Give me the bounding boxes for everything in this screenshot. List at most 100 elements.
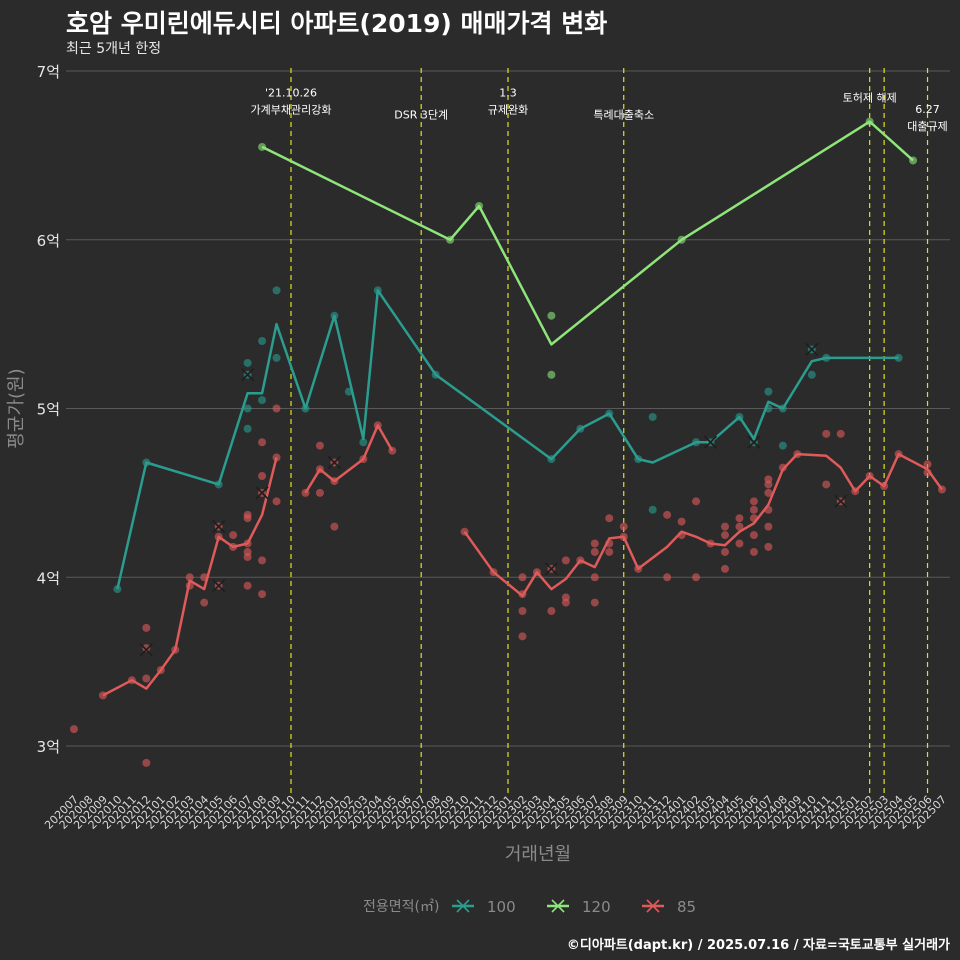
data-point-85 [764,480,773,489]
data-point-85 [749,497,758,506]
data-point-85 [692,497,701,506]
data-point-85 [619,522,628,531]
series-layer [70,117,946,767]
data-point-85 [315,441,324,450]
data-point-85 [663,510,672,519]
data-point-85 [330,522,339,531]
data-point-100 [778,441,787,450]
source-caption: ©디아파트(dapt.kr) / 2025.07.16 / 자료=국토교통부 실… [566,938,950,953]
legend-key-cross [646,899,660,913]
y-tick-label: 5억 [37,401,60,419]
event-label: 특례대출축소 [593,108,654,121]
data-point-100 [807,370,816,379]
data-point-85 [764,488,773,497]
x-axis-title: 거래년월 [505,844,571,865]
data-point-85 [735,514,744,523]
data-point-85 [561,598,570,607]
axes: 3억4억5억6억7억202007202008202009202010202011… [6,63,949,865]
data-point-85 [243,581,252,590]
y-tick-label: 7억 [37,63,60,81]
data-point-100 [243,358,252,367]
series-line-100 [116,289,899,590]
data-point-85 [721,531,729,540]
data-point-85 [590,539,599,548]
y-axis-title: 평균가(원) [6,368,27,448]
data-point-85 [258,590,267,599]
data-point-85 [692,573,701,582]
data-point-85 [721,547,729,556]
data-point-85 [764,542,773,551]
series-line-85 [102,457,278,697]
data-point-85 [721,522,729,531]
event-label: DSR 3단계 [394,108,448,121]
data-point-85 [822,429,831,438]
cross-marker-100 [703,435,718,449]
data-point-85 [229,531,238,540]
legend-label: 120 [582,898,611,916]
data-point-85 [547,607,556,615]
data-point-120 [547,311,556,320]
data-point-85 [605,514,614,523]
cross-marker-85 [834,494,848,508]
data-point-85 [677,517,686,526]
cross-marker-85 [212,520,226,534]
data-point-85 [749,505,758,514]
data-point-85 [200,598,209,607]
event-label: 1.3 [499,86,517,99]
data-point-100 [648,412,657,421]
series-line-85 [304,424,394,494]
cross-marker-85 [139,643,153,657]
data-point-85 [749,531,758,540]
data-point-85 [142,644,151,653]
data-point-100 [243,404,252,413]
cross-marker-85 [212,579,226,593]
data-point-85 [142,674,151,683]
legend-title: 전용면적(㎡) [363,899,439,915]
policy-event-lines: '21.10.26 가계부채관리강화 DSR 3단계 1.3 규제완화 특례대출축소 토허제… [251,68,948,793]
event-label: 토허제 해제 [843,90,897,104]
data-point-85 [590,598,599,607]
data-point-100 [258,396,267,405]
data-point-85 [258,556,267,565]
data-point-100 [648,505,657,514]
data-point-85 [185,573,194,582]
data-point-85 [70,725,78,734]
data-point-85 [721,564,729,573]
data-point-85 [142,758,151,767]
data-point-100 [243,424,252,433]
data-point-85 [272,404,281,413]
data-point-85 [764,522,773,531]
data-point-85 [836,429,845,438]
y-tick-label: 4억 [37,569,60,587]
legend: 전용면적(㎡) 100 120 85 [363,898,696,916]
data-point-100 [258,337,267,345]
data-point-85 [561,556,570,565]
cross-marker-85 [544,562,558,576]
data-point-85 [315,488,324,497]
legend-key-cross [456,899,470,913]
data-point-85 [749,547,758,556]
event-label: 6.27 [915,103,940,116]
data-point-85 [735,539,744,548]
event-label: 가계부채관리강화 [251,103,332,116]
event-label: 대출규제 [907,120,947,133]
data-point-100 [764,387,773,396]
data-point-100 [359,438,368,447]
chart-title: 호암 우미린에듀시티 아파트(2019) 매매가격 변화 [66,9,608,38]
data-point-85 [258,438,267,447]
cross-marker-100 [805,342,819,357]
data-point-85 [518,573,527,582]
data-point-85 [923,460,932,469]
cross-marker-85 [327,455,341,470]
cross-marker-100 [747,435,761,449]
data-point-85 [258,472,267,480]
data-point-120 [547,370,556,379]
y-tick-label: 3억 [37,738,60,756]
legend-label: 85 [677,898,696,916]
data-point-85 [272,497,281,506]
data-point-100 [272,353,281,362]
event-label: 규제완화 [488,103,528,116]
legend-label: 100 [487,898,516,916]
cross-marker-100 [241,368,255,382]
price-chart: '21.10.26 가계부채관리강화 DSR 3단계 1.3 규제완화 특례대출축소 토허제… [6,63,950,916]
